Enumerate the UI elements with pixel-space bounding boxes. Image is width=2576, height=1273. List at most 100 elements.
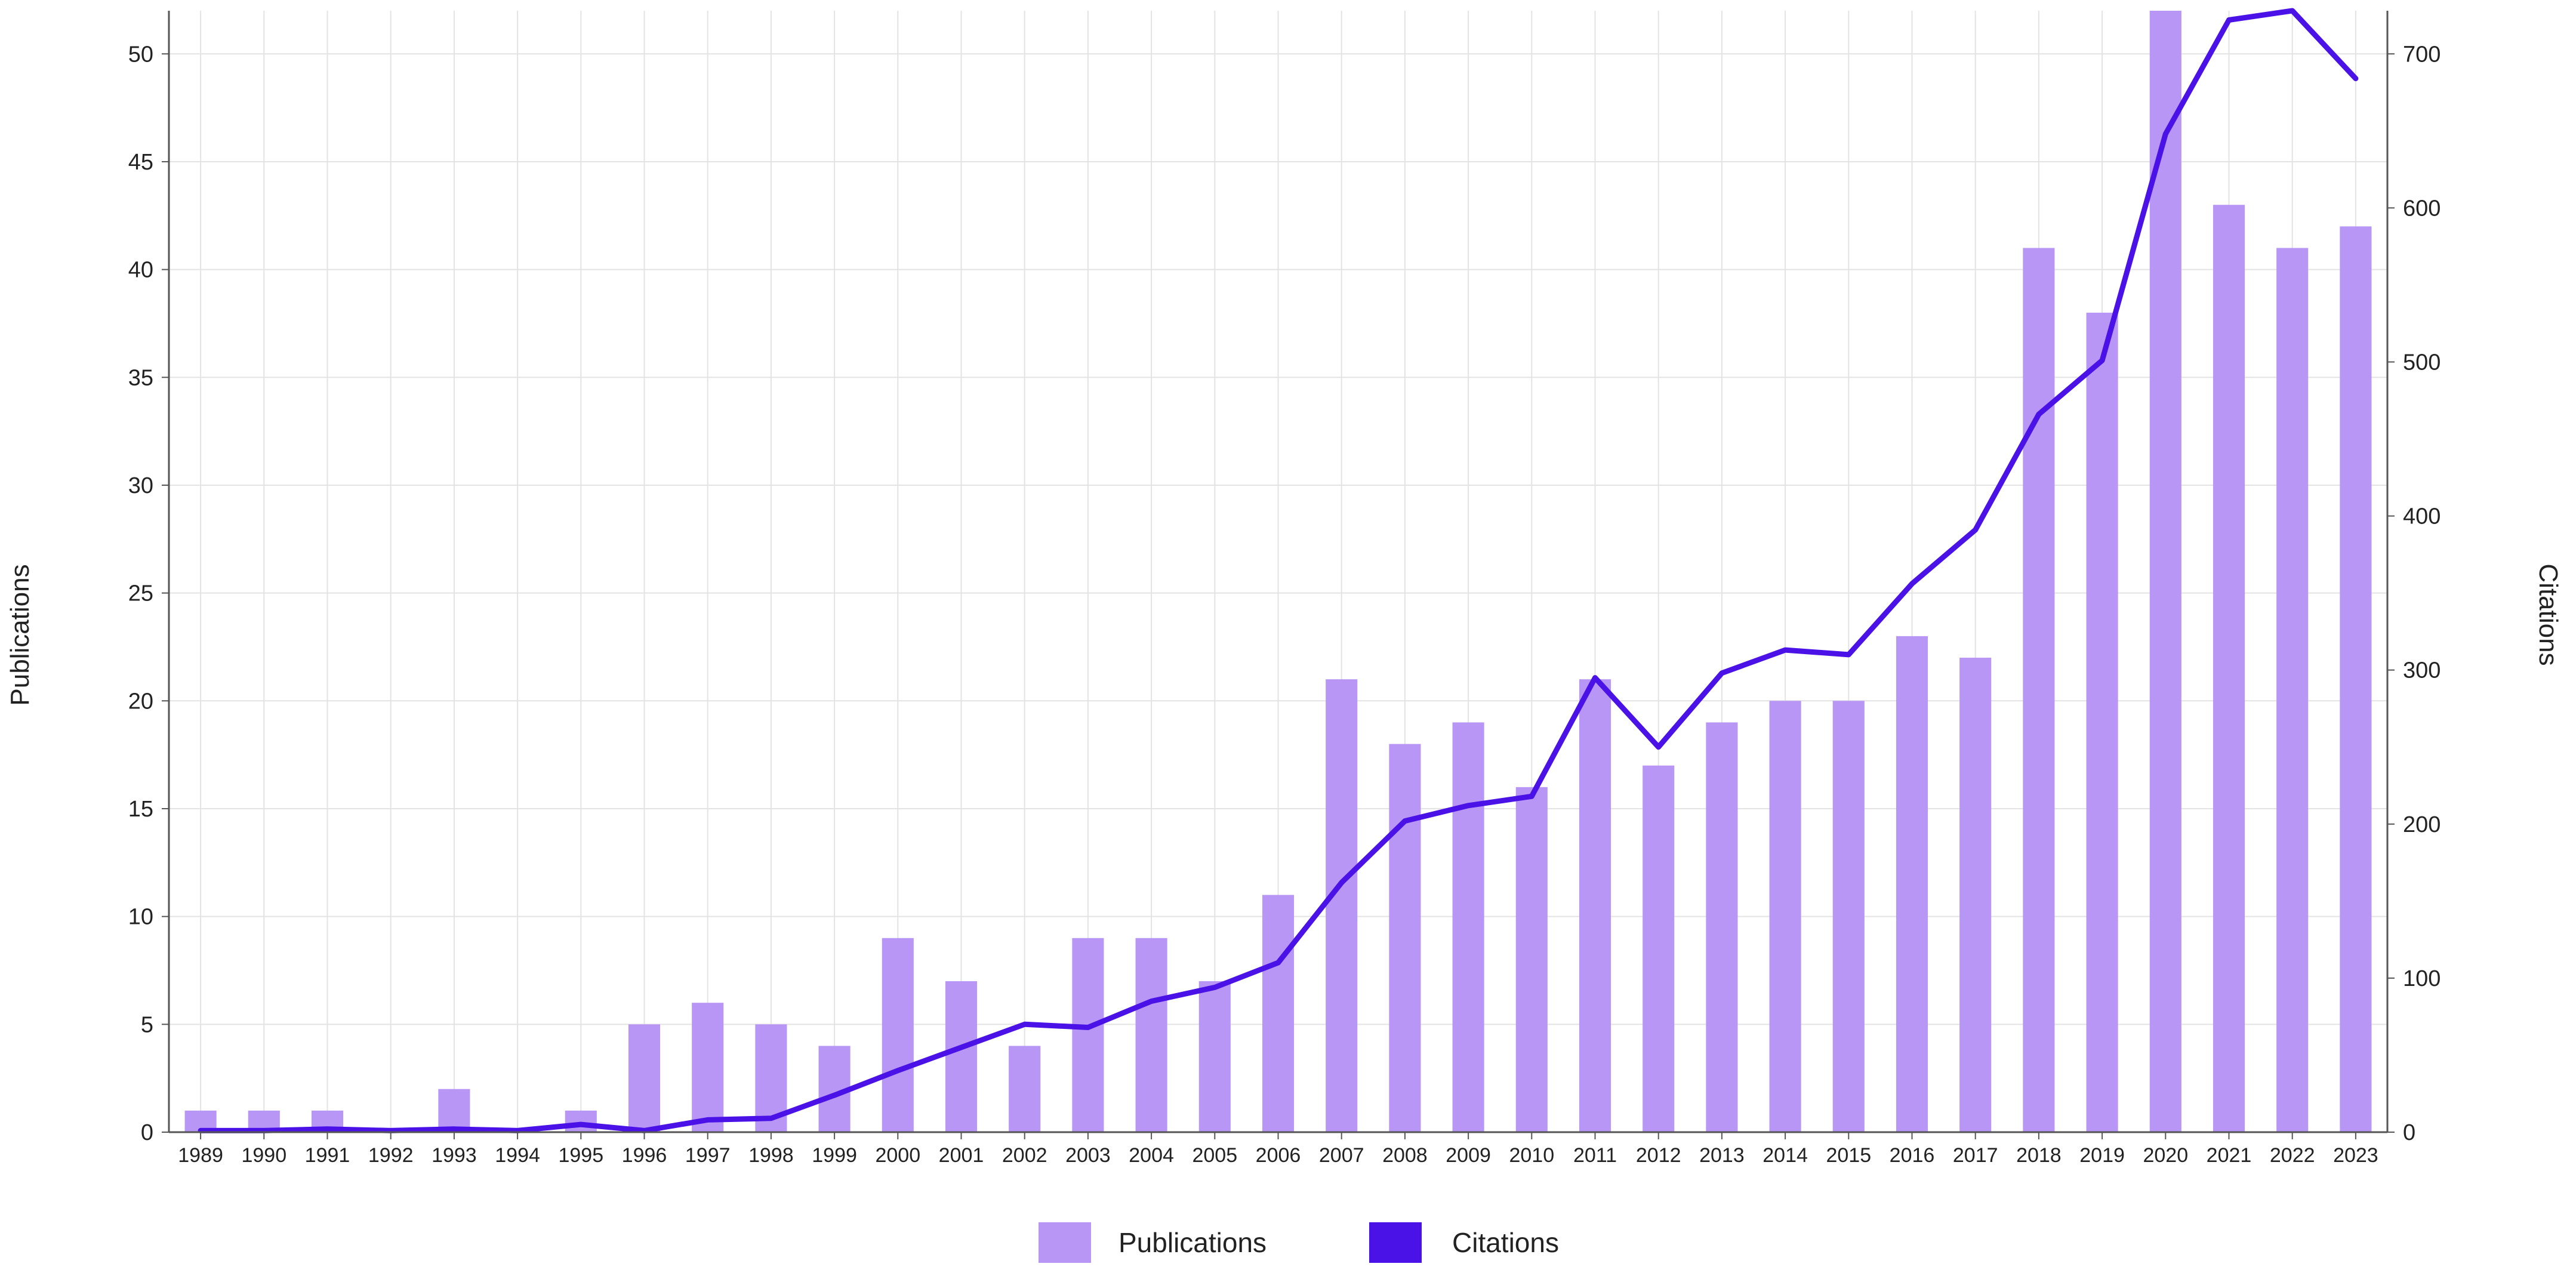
bar-publications: [1326, 679, 1358, 1132]
bar-publications: [628, 1024, 661, 1132]
y-axis-title-right: Citations: [2534, 563, 2563, 665]
bar-publications: [1135, 938, 1167, 1132]
point-citations: [1404, 820, 1406, 822]
x-tick-label: 2021: [2207, 1144, 2252, 1167]
bar-publications: [1072, 938, 1104, 1132]
legend-swatch-citations: [1369, 1222, 1422, 1263]
bar-publications: [2086, 312, 2118, 1132]
legend-item-citations[interactable]: Citations: [1369, 1222, 1559, 1263]
point-citations: [1087, 1027, 1089, 1028]
x-tick-label: 2020: [2143, 1144, 2188, 1167]
point-citations: [2291, 10, 2293, 11]
point-citations: [263, 1130, 265, 1132]
legend-item-publications[interactable]: Publications: [1039, 1222, 1267, 1263]
y-tick-label-right: 0: [2403, 1120, 2415, 1145]
y-tick-label-right: 200: [2403, 812, 2441, 837]
point-citations: [2038, 414, 2039, 415]
bar-publications: [1706, 722, 1738, 1132]
x-tick-label: 2003: [1065, 1144, 1111, 1167]
y-tick-label-left: 0: [141, 1120, 153, 1145]
x-tick-label: 2014: [1762, 1144, 1808, 1167]
bar-publications: [1832, 701, 1865, 1132]
point-citations: [2102, 359, 2103, 361]
x-tick-label: 2009: [1446, 1144, 1491, 1167]
citations-line-layer: [198, 8, 2359, 1133]
x-tick-label: 2004: [1129, 1144, 1174, 1167]
point-citations: [770, 1117, 772, 1119]
point-citations: [1531, 796, 1533, 797]
point-citations: [834, 1095, 836, 1096]
bar-publications: [882, 938, 914, 1132]
point-citations: [1594, 677, 1596, 679]
y-tick-label-right: 100: [2403, 966, 2441, 991]
x-tick-label: 1996: [622, 1144, 667, 1167]
y-tick-label-left: 25: [128, 581, 153, 606]
bar-publications: [1896, 636, 1928, 1132]
x-tick-label: 2007: [1319, 1144, 1364, 1167]
point-citations: [1151, 1000, 1153, 1002]
y-tick-label-left: 30: [128, 473, 153, 498]
x-tick-label: 1992: [368, 1144, 414, 1167]
y-tick-label-left: 50: [128, 42, 153, 67]
x-tick-label: 1997: [685, 1144, 731, 1167]
bar-publications: [1515, 787, 1548, 1132]
point-citations: [1848, 654, 1850, 655]
point-citations: [643, 1130, 645, 1132]
x-tick-label: 1995: [558, 1144, 603, 1167]
y-tick-label-left: 10: [128, 905, 153, 930]
point-citations: [390, 1130, 392, 1132]
y-tick-label-left: 15: [128, 797, 153, 822]
bar-publications: [2023, 248, 2055, 1133]
bar-publications: [2276, 248, 2309, 1133]
x-tick-label: 2015: [1826, 1144, 1871, 1167]
point-citations: [707, 1119, 708, 1121]
bar-publications: [1262, 895, 1295, 1132]
point-citations: [453, 1128, 455, 1130]
publications-bars: [184, 11, 2372, 1133]
y-tick-label-left: 5: [141, 1012, 153, 1037]
bar-publications: [1579, 679, 1611, 1132]
point-citations: [1214, 987, 1216, 988]
point-citations: [960, 1047, 962, 1049]
legend-label-citations: Citations: [1452, 1227, 1559, 1258]
x-tick-label: 2019: [2079, 1144, 2125, 1167]
y-tick-label-left: 45: [128, 150, 153, 175]
y-tick-label-right: 300: [2403, 658, 2441, 683]
point-citations: [326, 1128, 328, 1130]
point-citations: [517, 1130, 519, 1132]
point-citations: [1468, 805, 1469, 806]
x-tick-label: 2018: [2016, 1144, 2062, 1167]
bar-publications: [1769, 701, 1801, 1132]
point-citations: [1721, 672, 1723, 674]
point-citations: [1974, 529, 1976, 531]
point-citations: [1341, 881, 1342, 883]
legend[interactable]: Publications Citations: [1039, 1222, 1559, 1263]
x-tick-label: 2017: [1953, 1144, 1998, 1167]
point-citations: [580, 1124, 582, 1126]
bar-publications: [1389, 744, 1421, 1132]
x-tick-label: 1998: [748, 1144, 794, 1167]
legend-label-publications: Publications: [1118, 1227, 1267, 1258]
bar-publications: [2340, 226, 2372, 1132]
x-tick-label: 2006: [1256, 1144, 1301, 1167]
bar-publications: [565, 1110, 597, 1132]
y-tick-label-right: 600: [2403, 196, 2441, 221]
bar-publications: [1643, 765, 1675, 1132]
x-tick-label: 2016: [1890, 1144, 1935, 1167]
x-tick-label: 2001: [939, 1144, 984, 1167]
point-citations: [1657, 746, 1659, 748]
y-tick-label-left: 35: [128, 365, 153, 390]
y-tick-label-right: 400: [2403, 504, 2441, 529]
point-citations: [200, 1130, 202, 1132]
x-tick-label: 2000: [875, 1144, 920, 1167]
bar-publications: [1009, 1046, 1041, 1132]
y-tick-label-left: 20: [128, 689, 153, 714]
x-tick-label: 2022: [2270, 1144, 2315, 1167]
x-tick-label: 1999: [812, 1144, 857, 1167]
point-citations: [2165, 133, 2167, 135]
x-tick-label: 1994: [495, 1144, 540, 1167]
bar-publications: [1198, 981, 1231, 1132]
bar-publications: [945, 981, 978, 1132]
point-citations: [1024, 1024, 1025, 1025]
